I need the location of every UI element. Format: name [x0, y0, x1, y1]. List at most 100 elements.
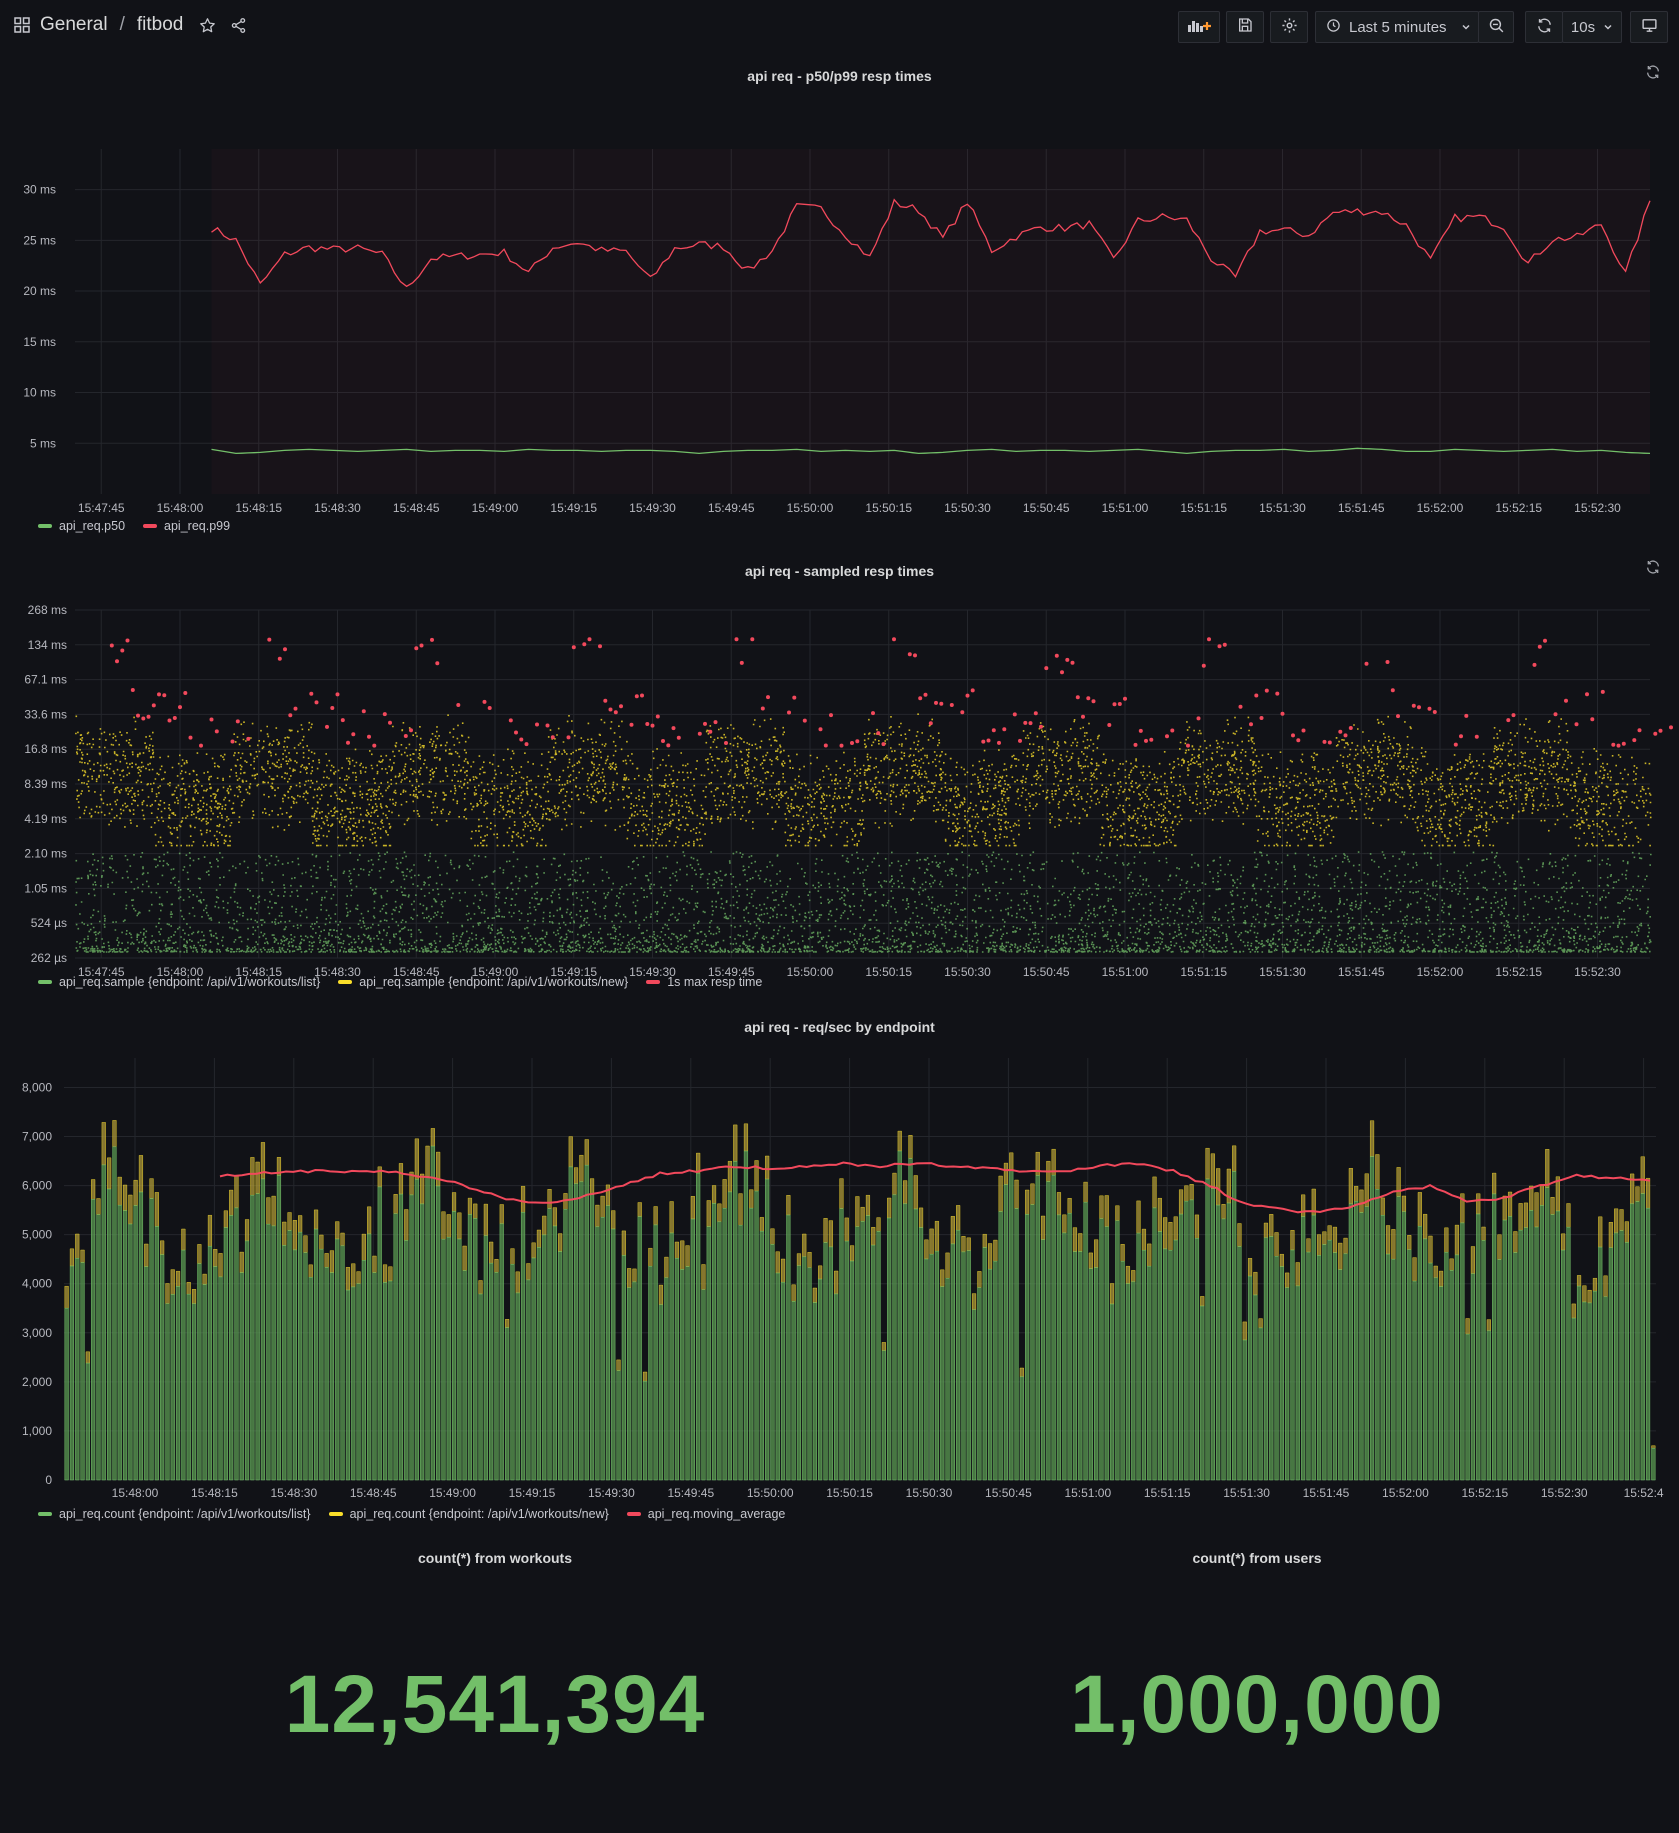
- x-tick-label: 15:50:30: [944, 965, 991, 978]
- star-icon[interactable]: [199, 17, 216, 34]
- save-dashboard-button[interactable]: [1226, 11, 1264, 43]
- tv-mode-button[interactable]: [1630, 11, 1668, 43]
- y-tick-label: 2,000: [22, 1375, 52, 1389]
- legend: api_req.count {endpoint: /api/v1/workout…: [38, 1507, 785, 1521]
- panel-title[interactable]: api req - req/sec by endpoint: [744, 1019, 935, 1035]
- x-tick-label: 15:48:45: [393, 501, 440, 515]
- x-tick-label: 15:51:00: [1102, 965, 1149, 978]
- max-resp-point: [603, 698, 608, 703]
- max-resp-point: [130, 688, 135, 692]
- req-per-sec-bar-chart[interactable]: 0 1,000 2,000 3,000 4,000 5,000 6,000 7,000 8,00…: [0, 1004, 1679, 1514]
- max-resp-point: [1196, 716, 1201, 721]
- legend-item[interactable]: api_req.sample {endpoint: /api/v1/workou…: [38, 975, 320, 989]
- y-tick-label: 2.10 ms: [24, 847, 67, 861]
- max-resp-point: [482, 699, 487, 704]
- max-resp-point: [661, 739, 665, 743]
- legend-item[interactable]: 1s max resp time: [646, 975, 762, 989]
- apps-icon[interactable]: [14, 17, 30, 33]
- panel-req-per-sec: api req - req/sec by endpoint 0 1,000 2,00…: [0, 1004, 1679, 1534]
- refresh-icon[interactable]: [1645, 559, 1661, 580]
- max-resp-point: [209, 717, 214, 722]
- top-navbar: General / fitbod Last 5 minutes: [0, 0, 1679, 54]
- max-resp-point: [1364, 661, 1369, 666]
- max-resp-point: [288, 713, 293, 718]
- panel-title[interactable]: api req - p50/p99 resp times: [747, 68, 932, 84]
- legend-item[interactable]: api_req.p50: [38, 519, 125, 533]
- legend-label: api_req.sample {endpoint: /api/v1/workou…: [359, 975, 629, 989]
- legend-item[interactable]: api_req.count {endpoint: /api/v1/workout…: [328, 1507, 609, 1521]
- max-resp-point: [335, 692, 340, 697]
- legend: api_req.p50 api_req.p99: [38, 519, 230, 533]
- x-tick-label: 15:52:30: [1574, 965, 1621, 978]
- y-tick-label: 268 ms: [28, 603, 67, 617]
- breadcrumb-separator: /: [119, 14, 125, 35]
- legend-item[interactable]: api_req.p99: [143, 519, 230, 533]
- x-tick-label: 15:52:15: [1495, 501, 1542, 515]
- max-resp-point: [613, 710, 618, 715]
- legend-swatch: [328, 1512, 343, 1516]
- stat-panel-workouts: count(*) from workouts 12,541,394: [0, 1540, 840, 1830]
- x-tick-label: 15:50:45: [1023, 965, 1070, 978]
- clock-icon: [1326, 18, 1341, 37]
- refresh-interval-picker[interactable]: 10s: [1562, 11, 1622, 43]
- max-resp-point: [519, 737, 524, 742]
- bars-list: [64, 1145, 1656, 1481]
- legend-item[interactable]: api_req.count {endpoint: /api/v1/workout…: [38, 1507, 311, 1521]
- breadcrumb-folder[interactable]: General: [40, 14, 108, 35]
- max-resp-point: [787, 710, 791, 715]
- max-resp-point: [1616, 743, 1621, 748]
- max-resp-point: [1296, 738, 1301, 743]
- share-icon[interactable]: [230, 17, 247, 34]
- stat-panel-users: count(*) from users 1,000,000: [840, 1540, 1679, 1830]
- legend-label: api_req.count {endpoint: /api/v1/workout…: [349, 1507, 609, 1521]
- p50-p99-line-chart[interactable]: 15:47:45 15:48:00 15:48:15 15:48:30 15:48:45…: [0, 74, 1679, 544]
- max-resp-point: [277, 656, 282, 661]
- dashboard-title[interactable]: fitbod: [136, 14, 184, 35]
- legend-item[interactable]: api_req.moving_average: [626, 1507, 785, 1521]
- x-tick-label: 15:49:30: [629, 501, 676, 515]
- sampled-scatter-chart[interactable]: 15:47:45 15:48:00 15:48:15 15:48:30 15:48:45…: [0, 548, 1679, 978]
- add-panel-button[interactable]: [1178, 11, 1220, 43]
- max-resp-point: [907, 652, 912, 657]
- max-resp-point: [566, 735, 571, 740]
- max-resp-point: [1112, 702, 1117, 707]
- max-resp-point: [949, 703, 954, 707]
- max-resp-point: [876, 731, 881, 736]
- legend-label: 1s max resp time: [667, 975, 763, 989]
- max-resp-point: [1207, 637, 1211, 642]
- x-tick-label: 15:49:00: [472, 965, 519, 978]
- max-resp-point: [871, 711, 875, 716]
- max-resp-point: [125, 638, 130, 643]
- max-resp-point: [535, 722, 539, 727]
- panel-title[interactable]: api req - sampled resp times: [744, 563, 935, 579]
- y-tick-label: 1,000: [22, 1424, 52, 1438]
- stat-title[interactable]: count(*) from workouts: [418, 1550, 572, 1566]
- max-resp-point: [1327, 740, 1332, 745]
- x-tick-label: 15:48:30: [314, 965, 361, 978]
- max-resp-point: [403, 734, 408, 738]
- max-resp-point: [382, 712, 387, 717]
- max-resp-point: [1474, 734, 1479, 739]
- max-resp-point: [419, 643, 424, 648]
- max-resp-point: [372, 743, 377, 748]
- max-resp-point: [309, 691, 314, 696]
- max-resp-point: [235, 719, 240, 724]
- max-resp-point: [550, 735, 555, 740]
- max-resp-point: [760, 706, 765, 711]
- refresh-button[interactable]: [1525, 11, 1563, 43]
- legend-item[interactable]: api_req.sample {endpoint: /api/v1/workou…: [338, 975, 628, 989]
- zoom-out-button[interactable]: [1478, 11, 1514, 43]
- max-resp-point: [582, 642, 587, 647]
- x-tick-label: 15:50:30: [944, 501, 991, 515]
- time-range-picker[interactable]: Last 5 minutes: [1315, 11, 1479, 43]
- x-tick-label: 15:49:15: [509, 1486, 556, 1500]
- max-resp-point: [697, 731, 702, 736]
- max-resp-point: [1012, 712, 1017, 717]
- max-resp-point: [1564, 698, 1568, 703]
- dashboard-settings-button[interactable]: [1270, 11, 1308, 43]
- legend-swatch: [38, 524, 52, 528]
- refresh-icon[interactable]: [1645, 64, 1661, 85]
- max-resp-point: [571, 645, 576, 650]
- max-resp-point: [487, 706, 492, 710]
- stat-title[interactable]: count(*) from users: [1192, 1550, 1322, 1566]
